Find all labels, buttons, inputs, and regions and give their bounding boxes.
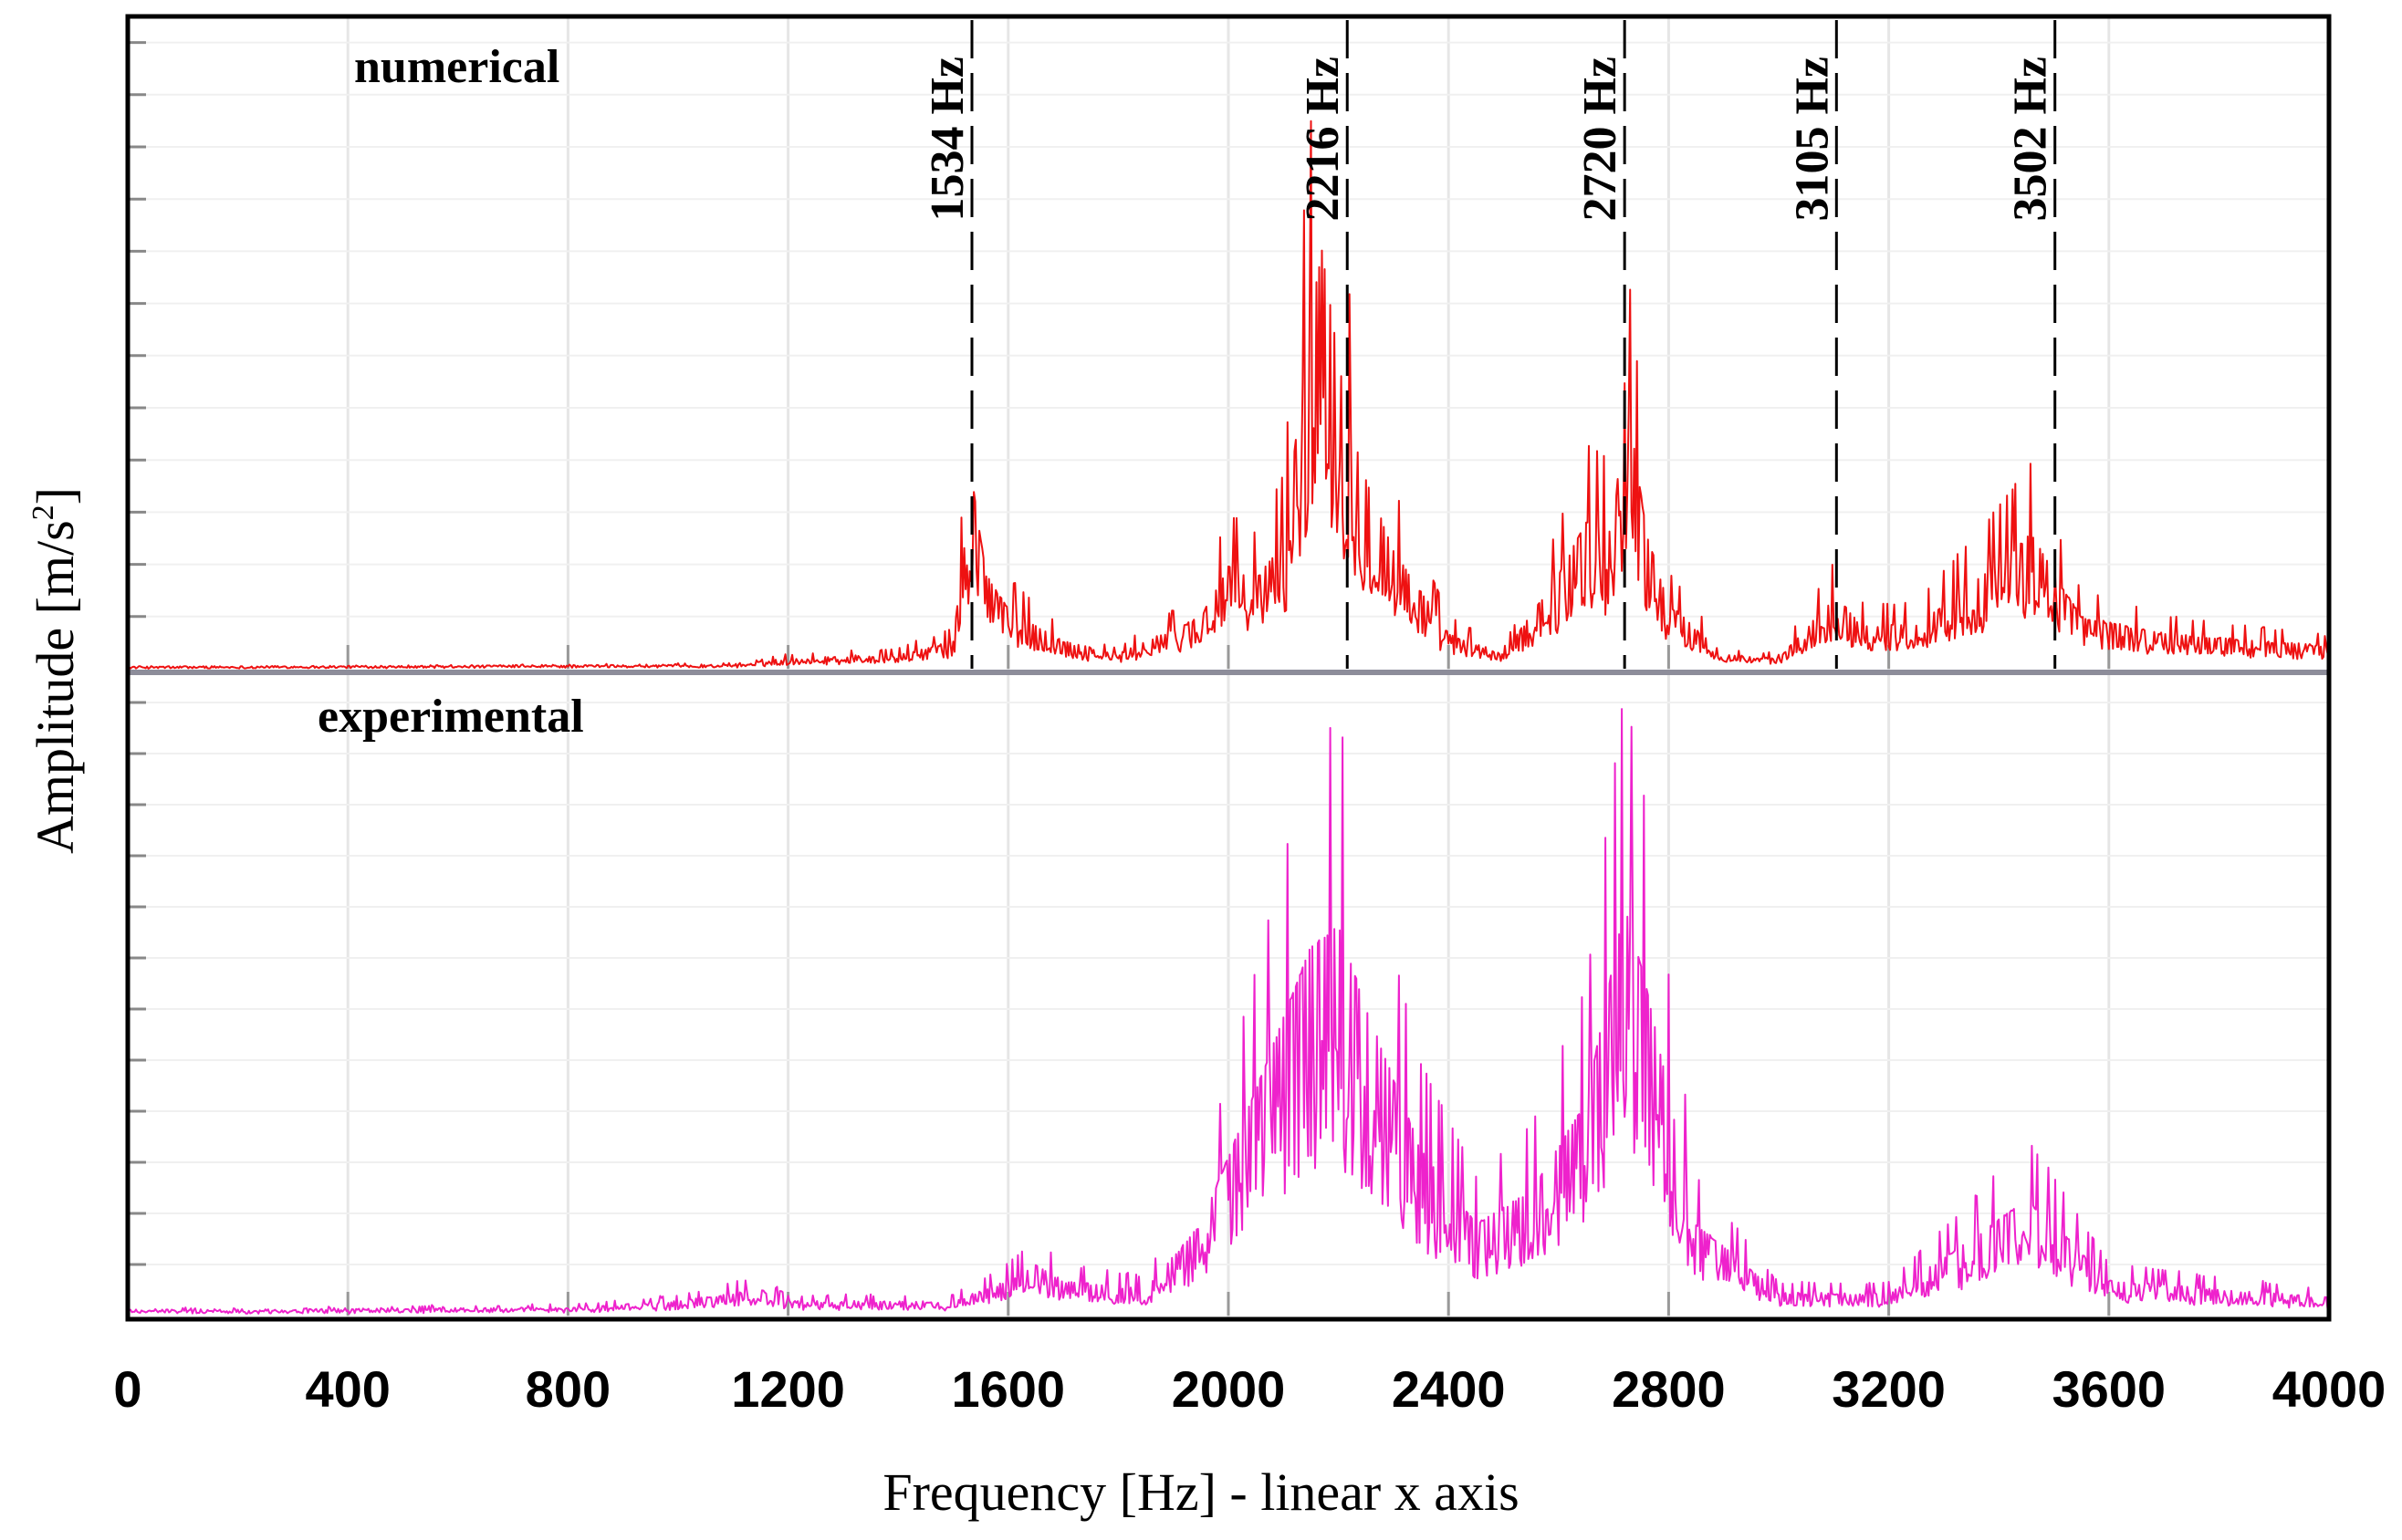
x-tick-label: 3600 bbox=[2052, 1360, 2167, 1418]
peak-label: 3105 Hz bbox=[1786, 57, 1838, 222]
peak-label: 1534 Hz bbox=[922, 57, 974, 222]
x-axis-title: Frequency [Hz] - linear x axis bbox=[882, 1462, 1519, 1522]
plot-frame bbox=[125, 14, 2332, 1322]
y-axis-title: Amplitude [m/s2] bbox=[26, 487, 85, 854]
x-tick-label: 4000 bbox=[2272, 1360, 2386, 1418]
x-tick-label: 2400 bbox=[1392, 1360, 1506, 1418]
x-tick-label: 1600 bbox=[952, 1360, 1066, 1418]
x-tick-label: 800 bbox=[526, 1360, 611, 1418]
grid-lines bbox=[128, 18, 2329, 1317]
x-tick-label: 2000 bbox=[1172, 1360, 1286, 1418]
x-tick-label: 400 bbox=[305, 1360, 390, 1418]
peak-label: 3502 Hz bbox=[2005, 57, 2057, 222]
y-axis-title-main: Amplitude [m/s bbox=[26, 520, 85, 854]
series-layer bbox=[127, 120, 2330, 1315]
x-tick-label: 3200 bbox=[1832, 1360, 1946, 1418]
y-axis-title-close: ] bbox=[26, 487, 85, 505]
y-minor-ticks bbox=[128, 41, 146, 1266]
series-numerical bbox=[127, 120, 2330, 670]
panel-label-numerical: numerical bbox=[354, 41, 559, 93]
x-tick-label: 1200 bbox=[731, 1360, 845, 1418]
x-tick-labels: 0 400 800 1200 1600 2000 2400 2800 3200 … bbox=[113, 1360, 2386, 1418]
peak-label: 2720 Hz bbox=[1574, 57, 1626, 222]
peak-label: 2216 Hz bbox=[1297, 57, 1349, 222]
x-tick-label: 0 bbox=[113, 1360, 141, 1418]
x-tick-label: 2800 bbox=[1612, 1360, 1726, 1418]
panel-label-experimental: experimental bbox=[318, 691, 584, 743]
peak-annotations: 1534 Hz 2216 Hz 2720 Hz 3105 Hz 3502 Hz bbox=[922, 20, 2057, 669]
y-axis-title-sup: 2 bbox=[26, 505, 60, 520]
series-experimental bbox=[127, 708, 2330, 1315]
